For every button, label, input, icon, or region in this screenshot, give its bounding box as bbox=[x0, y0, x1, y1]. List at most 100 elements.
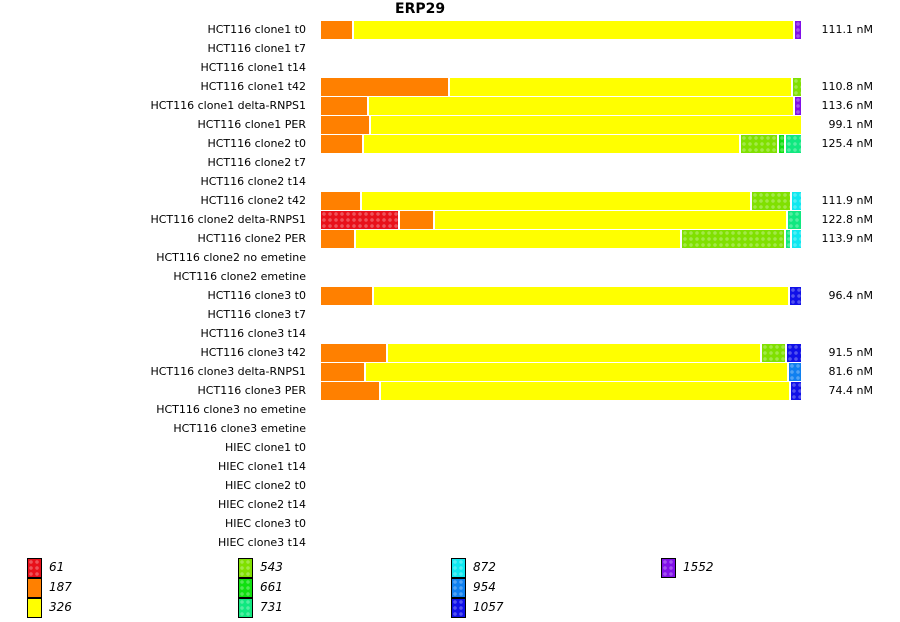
bar-segment-187 bbox=[321, 20, 353, 39]
row-label: HCT116 clone2 t0 bbox=[207, 137, 306, 150]
row-label: HCT116 clone2 t7 bbox=[207, 156, 306, 169]
legend-label: 1057 bbox=[473, 600, 504, 614]
bar-segment-326 bbox=[369, 96, 794, 115]
row-label: HCT116 clone3 t0 bbox=[207, 289, 306, 302]
total-value-label: 122.8 nM bbox=[821, 213, 873, 226]
total-value-label: 99.1 nM bbox=[828, 118, 873, 131]
bar-segment-326 bbox=[364, 134, 739, 153]
bar-segment-543 bbox=[793, 77, 801, 96]
row-label: HCT116 clone2 emetine bbox=[173, 270, 306, 283]
legend-label: 661 bbox=[260, 580, 283, 594]
legend-swatch bbox=[27, 558, 42, 578]
row-label: HCT116 clone3 PER bbox=[197, 384, 306, 397]
row-label: HIEC clone2 t0 bbox=[224, 479, 306, 492]
bar-segment-872 bbox=[791, 191, 801, 210]
bar-segment-326 bbox=[370, 115, 801, 134]
legend-swatch bbox=[238, 578, 253, 598]
row-label: HCT116 clone1 delta-RNPS1 bbox=[150, 99, 306, 112]
bar-segment-1057 bbox=[790, 381, 801, 400]
bar-segment-187 bbox=[321, 115, 369, 134]
row-label: HCT116 clone3 t14 bbox=[200, 327, 306, 340]
bar-segment-326 bbox=[388, 343, 761, 362]
row-label: HCT116 clone1 t14 bbox=[200, 61, 306, 74]
row-label: HCT116 clone2 delta-RNPS1 bbox=[150, 213, 306, 226]
legend-label: 187 bbox=[49, 580, 72, 594]
row-label: HIEC clone3 t14 bbox=[217, 536, 306, 549]
row-label: HCT116 clone3 t7 bbox=[207, 308, 306, 321]
bars-area bbox=[321, 20, 801, 560]
row-label: HCT116 clone1 t42 bbox=[200, 80, 306, 93]
row-label: HCT116 clone3 delta-RNPS1 bbox=[150, 365, 306, 378]
bar-segment-954 bbox=[789, 362, 801, 381]
bar-segment-543 bbox=[762, 343, 786, 362]
row-label: HCT116 clone3 t42 bbox=[200, 346, 306, 359]
bar-segment-187 bbox=[321, 77, 449, 96]
bar-segment-872 bbox=[792, 229, 801, 248]
bar-segment-187 bbox=[321, 96, 367, 115]
bar-segment-187 bbox=[399, 210, 433, 229]
bar-segment-326 bbox=[450, 77, 792, 96]
bar-segment-326 bbox=[354, 20, 794, 39]
bar-segment-326 bbox=[366, 362, 787, 381]
bar-segment-326 bbox=[434, 210, 786, 229]
total-value-label: 110.8 nM bbox=[821, 80, 873, 93]
total-value-label: 125.4 nM bbox=[821, 137, 873, 150]
total-value-label: 96.4 nM bbox=[828, 289, 873, 302]
bar-segment-326 bbox=[373, 286, 788, 305]
bar-segment-731 bbox=[787, 210, 801, 229]
bar-segment-731 bbox=[786, 229, 791, 248]
bar-segment-187 bbox=[321, 286, 372, 305]
row-label: HCT116 clone2 PER bbox=[197, 232, 306, 245]
total-value-label: 91.5 nM bbox=[828, 346, 873, 359]
row-label: HCT116 clone2 t14 bbox=[200, 175, 306, 188]
bar-segment-326 bbox=[361, 191, 751, 210]
legend-swatch bbox=[27, 578, 42, 598]
total-value-label: 113.9 nM bbox=[821, 232, 873, 245]
bar-segment-543 bbox=[741, 134, 777, 153]
bar-segment-61 bbox=[321, 210, 398, 229]
row-label: HCT116 clone1 t0 bbox=[207, 23, 306, 36]
bar-segment-1057 bbox=[789, 286, 801, 305]
total-value-label: 111.9 nM bbox=[821, 194, 873, 207]
bar-segment-1552 bbox=[795, 20, 801, 39]
row-label: HIEC clone3 t0 bbox=[224, 517, 306, 530]
chart-title: ERP29 bbox=[395, 1, 446, 17]
legend-label: 1552 bbox=[683, 560, 714, 574]
legend-label: 543 bbox=[260, 560, 283, 574]
bar-segment-187 bbox=[321, 191, 360, 210]
bar-segment-543 bbox=[681, 229, 785, 248]
row-label: HCT116 clone3 no emetine bbox=[156, 403, 306, 416]
row-label: HCT116 clone1 t7 bbox=[207, 42, 306, 55]
bar-segment-661 bbox=[778, 134, 785, 153]
bar-segment-543 bbox=[752, 191, 790, 210]
bar-segment-187 bbox=[321, 229, 355, 248]
row-label: HIEC clone1 t0 bbox=[224, 441, 306, 454]
bar-segment-187 bbox=[321, 134, 363, 153]
legend-label: 872 bbox=[473, 560, 496, 574]
total-value-label: 81.6 nM bbox=[828, 365, 873, 378]
legend-swatch bbox=[661, 558, 676, 578]
row-label: HCT116 clone2 t42 bbox=[200, 194, 306, 207]
legend-label: 61 bbox=[49, 560, 65, 574]
legend-label: 731 bbox=[260, 600, 283, 614]
legend-label: 326 bbox=[49, 600, 72, 614]
bar-segment-187 bbox=[321, 381, 379, 400]
row-label: HCT116 clone2 no emetine bbox=[156, 251, 306, 264]
bar-segment-731 bbox=[786, 134, 801, 153]
legend-swatch bbox=[451, 598, 466, 618]
row-label: HCT116 clone1 PER bbox=[197, 118, 306, 131]
legend-swatch bbox=[27, 598, 42, 618]
row-label: HIEC clone2 t14 bbox=[217, 498, 306, 511]
legend-label: 954 bbox=[473, 580, 496, 594]
bar-segment-326 bbox=[381, 381, 789, 400]
total-value-label: 74.4 nM bbox=[828, 384, 873, 397]
row-label: HCT116 clone3 emetine bbox=[173, 422, 306, 435]
bar-segment-187 bbox=[321, 343, 387, 362]
row-label: HIEC clone1 t14 bbox=[217, 460, 306, 473]
legend-swatch bbox=[238, 558, 253, 578]
total-value-label: 111.1 nM bbox=[821, 23, 873, 36]
total-value-label: 113.6 nM bbox=[821, 99, 873, 112]
legend-swatch bbox=[451, 558, 466, 578]
legend-swatch bbox=[238, 598, 253, 618]
bar-segment-326 bbox=[356, 229, 680, 248]
